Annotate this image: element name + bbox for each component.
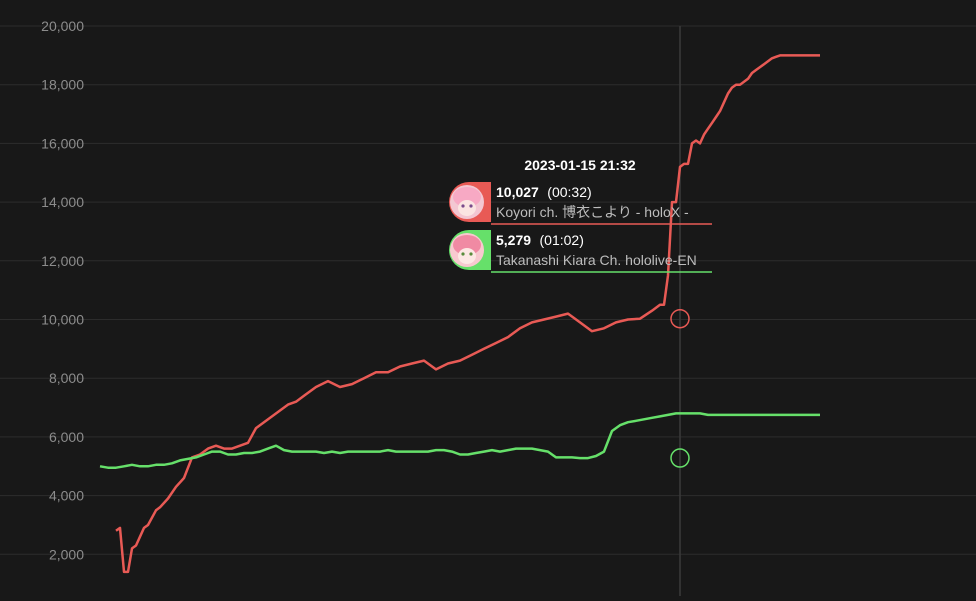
tooltip-entry-koyori: 10,027 (00:32) Koyori ch. 博衣こより - holoX … (449, 182, 712, 225)
tooltip-title: 2023-01-15 21:32 (524, 157, 636, 173)
hover-marker-0 (670, 308, 690, 329)
marker-layer (670, 308, 690, 468)
tooltip-duration: (01:02) (540, 232, 584, 248)
tooltip-entry-kiara: 5,279 (01:02) Takanashi Kiara Ch. hololi… (449, 230, 712, 273)
series-line-0 (115, 54, 820, 574)
grid (0, 25, 976, 555)
kiara-avatar-icon (450, 233, 484, 267)
svg-text:5,279 (01:02): 5,279 (01:02) (496, 232, 584, 249)
svg-text:10,027 (00:32): 10,027 (00:32) (496, 184, 592, 201)
y-tick-label: 12,000 (41, 253, 84, 269)
tooltip: 2023-01-15 21:32 10,027 (00:32) Koyori c… (449, 157, 712, 273)
y-tick-label: 4,000 (49, 488, 84, 504)
koyori-avatar-icon (450, 185, 484, 219)
y-tick-label: 18,000 (41, 77, 84, 93)
hover-marker-1 (670, 448, 690, 468)
y-axis: 2,000 4,000 6,000 8,000 10,000 12,000 14,000 16… (41, 18, 84, 562)
y-tick-label: 20,000 (41, 18, 84, 34)
y-tick-label: 6,000 (49, 429, 84, 445)
y-tick-label: 8,000 (49, 370, 84, 386)
series-line-1 (99, 412, 820, 469)
tooltip-duration: (00:32) (547, 184, 591, 200)
y-tick-label: 16,000 (41, 135, 84, 151)
tooltip-value: 5,279 (496, 232, 531, 248)
tooltip-value: 10,027 (496, 184, 539, 200)
y-tick-label: 14,000 (41, 194, 84, 210)
y-tick-label: 2,000 (49, 546, 84, 562)
tooltip-channel-name: Takanashi Kiara Ch. hololive-EN (496, 252, 697, 268)
y-tick-label: 10,000 (41, 312, 84, 328)
tooltip-channel-name: Koyori ch. 博衣こより - holoX - (496, 204, 689, 220)
series-layer (99, 54, 820, 574)
